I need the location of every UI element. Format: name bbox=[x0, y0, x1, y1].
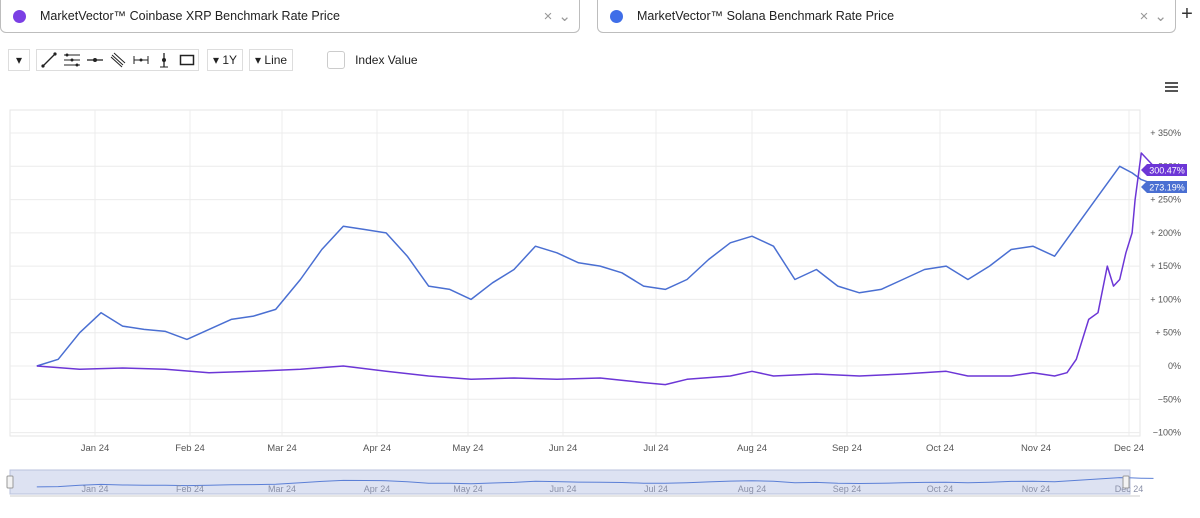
svg-text:273.19%: 273.19% bbox=[1149, 183, 1185, 193]
plot-area bbox=[9, 109, 1141, 437]
series-selector-label: MarketVector™ Coinbase XRP Benchmark Rat… bbox=[40, 9, 340, 23]
navigator-tick-label: Jul 24 bbox=[644, 484, 668, 494]
navigator-tick-label: Aug 24 bbox=[738, 484, 767, 494]
range-select[interactable]: ▾ 1Y bbox=[207, 49, 244, 71]
solana-color-dot bbox=[610, 9, 623, 23]
navigator-right-handle[interactable] bbox=[1122, 475, 1130, 489]
xrp-color-dot bbox=[13, 9, 26, 23]
solana-last-value-tag: 273.19% bbox=[1141, 181, 1187, 193]
drawing-tools bbox=[36, 49, 199, 71]
x-tick-label: Dec 24 bbox=[1114, 443, 1144, 454]
x-tick-label: Mar 24 bbox=[267, 443, 297, 454]
navigator-tick-label: Dec 24 bbox=[1115, 484, 1144, 494]
chart-toolbar: ▾ ▾ 1Y ▾ Line Index Value bbox=[8, 49, 418, 71]
y-tick-label: + 200% bbox=[1150, 228, 1181, 238]
navigator-tick-label: Jun 24 bbox=[549, 484, 576, 494]
x-tick-label: Jan 24 bbox=[81, 443, 110, 454]
y-tick-label: + 100% bbox=[1150, 294, 1181, 304]
series-selector-xrp[interactable]: MarketVector™ Coinbase XRP Benchmark Rat… bbox=[0, 0, 580, 33]
line-tool-icon[interactable] bbox=[37, 50, 60, 70]
navigator-tick-label: Sep 24 bbox=[833, 484, 862, 494]
clear-icon[interactable]: × bbox=[1139, 7, 1149, 25]
navigator-tick-label: Nov 24 bbox=[1022, 484, 1051, 494]
y-tick-label: + 150% bbox=[1150, 261, 1181, 271]
y-tick-label: −50% bbox=[1158, 394, 1181, 404]
navigator-tick-label: Oct 24 bbox=[927, 484, 954, 494]
chart-type-select[interactable]: ▾ Line bbox=[249, 49, 294, 71]
vertical-line-icon[interactable] bbox=[152, 50, 175, 70]
y-tick-label: + 250% bbox=[1150, 195, 1181, 205]
x-tick-label: Feb 24 bbox=[175, 443, 205, 454]
navigator-tick-label: Jan 24 bbox=[81, 484, 108, 494]
measure-icon[interactable] bbox=[129, 50, 152, 70]
caret-down-icon: ▾ bbox=[15, 53, 23, 67]
y-tick-label: + 50% bbox=[1155, 328, 1181, 338]
navigator-tick-label: Apr 24 bbox=[364, 484, 391, 494]
add-series-button[interactable]: + bbox=[1181, 3, 1193, 25]
fibonacci-tool-icon[interactable] bbox=[60, 50, 83, 70]
chevron-down-icon[interactable]: ⌄ bbox=[1154, 8, 1167, 25]
series-selector-label: MarketVector™ Solana Benchmark Rate Pric… bbox=[637, 9, 895, 23]
x-tick-label: May 24 bbox=[452, 443, 483, 454]
caret-down-icon: ▾ bbox=[213, 53, 223, 67]
x-tick-label: Apr 24 bbox=[363, 443, 391, 454]
rectangle-icon[interactable] bbox=[175, 50, 198, 70]
range-label: 1Y bbox=[222, 53, 238, 67]
y-tick-label: + 350% bbox=[1150, 128, 1181, 138]
chart-type-label: Line bbox=[264, 53, 288, 67]
chart-menu-icon[interactable] bbox=[1165, 82, 1178, 94]
x-tick-label: Oct 24 bbox=[926, 443, 954, 454]
index-value-label: Index Value bbox=[355, 53, 418, 67]
index-value-checkbox[interactable] bbox=[327, 51, 346, 69]
x-tick-label: Jul 24 bbox=[643, 443, 668, 454]
navigator-left-handle[interactable] bbox=[6, 475, 14, 489]
svg-text:300.47%: 300.47% bbox=[1149, 166, 1185, 176]
parallel-channel-icon[interactable] bbox=[106, 50, 129, 70]
series-selector-solana[interactable]: MarketVector™ Solana Benchmark Rate Pric… bbox=[597, 0, 1176, 33]
y-tick-label: 0% bbox=[1168, 361, 1181, 371]
xrp-series-line bbox=[36, 152, 1155, 386]
y-tick-label: −100% bbox=[1153, 428, 1181, 438]
navigator-tick-label: Mar 24 bbox=[268, 484, 296, 494]
chevron-down-icon[interactable]: ⌄ bbox=[558, 8, 571, 25]
horizontal-line-icon[interactable] bbox=[83, 50, 106, 70]
xrp-last-value-tag: 300.47% bbox=[1141, 164, 1187, 176]
x-tick-label: Nov 24 bbox=[1021, 443, 1051, 454]
x-tick-label: Sep 24 bbox=[832, 443, 862, 454]
caret-down-icon: ▾ bbox=[255, 53, 265, 67]
chart-svg: Jan 24 Feb 24 Mar 24 Apr 24 May 24 Jun 24 Jul … bbox=[6, 109, 1187, 497]
clear-icon[interactable]: × bbox=[543, 7, 553, 25]
x-tick-label: Jun 24 bbox=[549, 443, 578, 454]
solana-series-line bbox=[36, 165, 1154, 367]
navigator-tick-label: May 24 bbox=[453, 484, 483, 494]
tools-menu-button[interactable]: ▾ bbox=[8, 49, 30, 71]
navigator-series-line bbox=[36, 477, 1154, 488]
navigator-tick-label: Feb 24 bbox=[176, 484, 204, 494]
x-tick-label: Aug 24 bbox=[737, 443, 767, 454]
